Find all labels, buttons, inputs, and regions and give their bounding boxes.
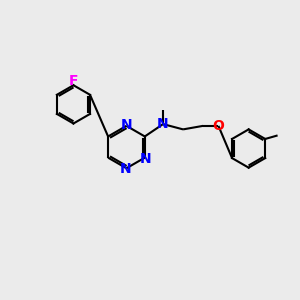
Text: N: N: [157, 117, 169, 131]
Text: N: N: [140, 152, 152, 166]
Text: N: N: [119, 162, 131, 176]
Text: N: N: [121, 118, 133, 132]
Text: F: F: [69, 74, 78, 88]
Text: O: O: [212, 119, 224, 133]
